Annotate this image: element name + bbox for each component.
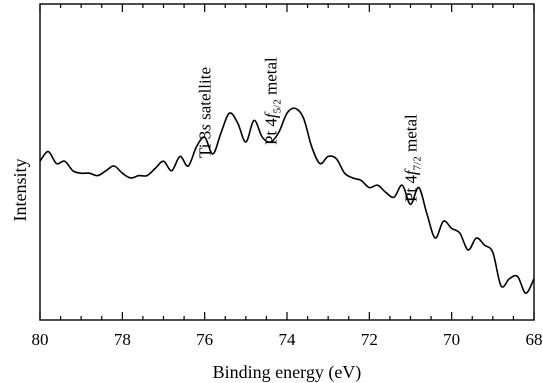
annotation-2-main: Pt 4 <box>402 175 421 202</box>
annotation-0-main: Ti 3 <box>196 131 215 158</box>
annotation-1-subscript: 5/2 <box>272 99 284 113</box>
x-tick-label-74: 74 <box>279 330 297 349</box>
annotation-2-tail: metal <box>402 114 421 156</box>
y-axis-label: Intensity <box>10 159 30 222</box>
x-axis-label: Binding energy (eV) <box>213 362 362 383</box>
x-tick-label-80: 80 <box>32 330 49 349</box>
annotation-0-italic: s <box>196 124 215 131</box>
x-tick-label-76: 76 <box>196 330 213 349</box>
x-tick-label-78: 78 <box>114 330 131 349</box>
annotation-0-tail: satellite <box>196 67 215 124</box>
annotation-1-italic: f <box>262 111 281 118</box>
x-tick-label-72: 72 <box>361 330 378 349</box>
annotation-2: Pt 4f7/2 metal <box>402 114 424 202</box>
annotation-0: Ti 3s satellite <box>196 67 215 158</box>
intensity-series-line <box>39 107 535 294</box>
x-tick-labels: 80 78 76 74 72 70 68 <box>32 330 543 349</box>
annotation-1-tail: metal <box>262 57 281 99</box>
annotation-1: Pt 4f5/2 metal <box>262 57 284 145</box>
annotation-1-main: Pt 4 <box>262 118 281 145</box>
annotation-2-italic: f <box>402 168 421 175</box>
plot-frame <box>39 3 535 321</box>
x-ticks <box>39 4 535 320</box>
annotation-2-subscript: 7/2 <box>412 156 424 170</box>
x-tick-label-70: 70 <box>443 330 460 349</box>
x-tick-label-68: 68 <box>526 330 543 349</box>
